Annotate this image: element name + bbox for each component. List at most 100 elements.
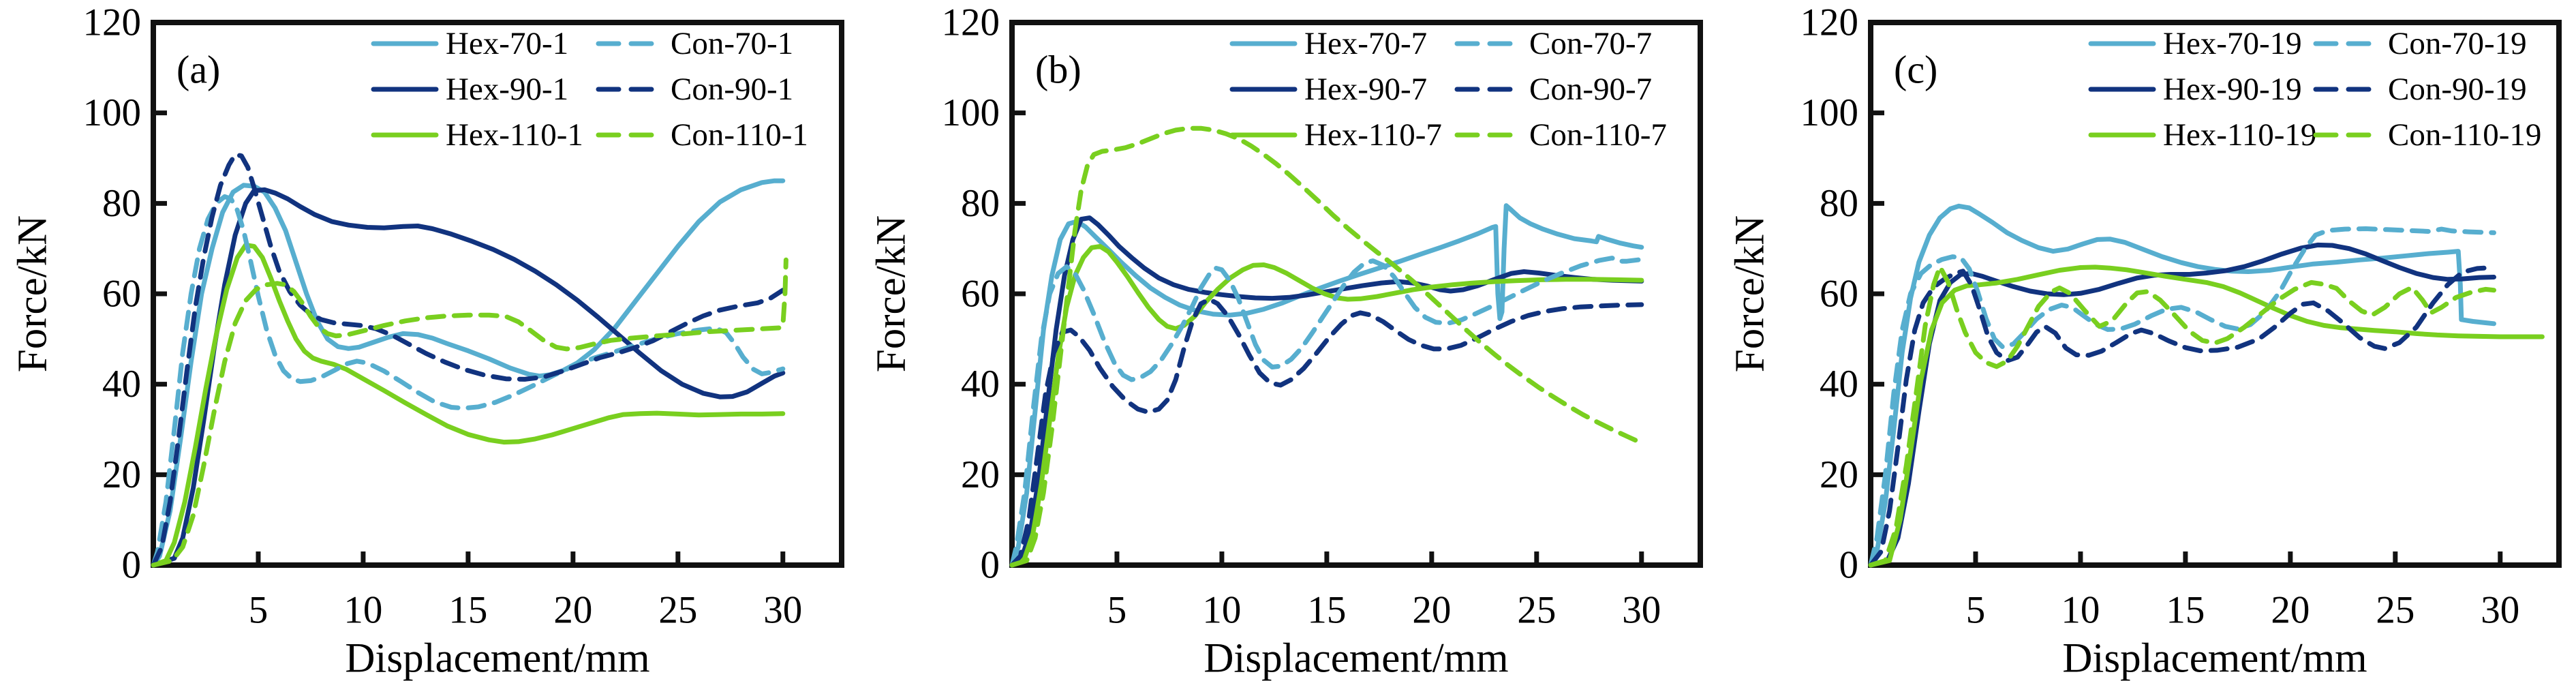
legend-item-con-110-7: Con-110-7 <box>1454 117 1667 153</box>
legend-item-hex-90-19: Hex-90-19 <box>2088 72 2302 107</box>
series-con-90-7-line <box>1009 297 1644 568</box>
legend-item-con-110-1: Con-110-1 <box>596 117 808 153</box>
legend-label: Hex-110-7 <box>1304 117 1442 153</box>
legend-item-hex-90-7: Hex-90-7 <box>1229 72 1427 107</box>
x-tick-label: 20 <box>553 589 592 632</box>
panel-b: 5 10 15 20 25 30 0 20 40 60 80 100 120 Displacement/m… <box>859 0 1717 681</box>
x-tick-label: 30 <box>763 589 802 632</box>
legend-item-con-90-19: Con-90-19 <box>2313 72 2527 107</box>
legend-item-con-90-1: Con-90-1 <box>596 72 793 107</box>
y-tick-label: 100 <box>942 91 1000 134</box>
legend-label: Hex-70-19 <box>2163 26 2302 61</box>
y-tick-label: 120 <box>1800 1 1859 44</box>
legend-item-con-110-19: Con-110-19 <box>2313 117 2541 153</box>
legend-label: Con-110-7 <box>1529 117 1667 153</box>
series-hex-90-7-line <box>1009 215 1644 568</box>
x-tick-label: 25 <box>1517 589 1556 632</box>
y-tick-label: 20 <box>961 453 1000 496</box>
legend-label: Con-70-1 <box>671 26 793 61</box>
x-tick-label: 10 <box>343 589 382 632</box>
y-tick-label: 80 <box>961 182 1000 225</box>
x-tick-label: 10 <box>1202 589 1241 632</box>
legend-label: Hex-110-1 <box>446 117 583 153</box>
legend-label: Con-70-19 <box>2388 26 2527 61</box>
x-tick-label: 10 <box>2061 589 2100 632</box>
series-hex-70-7-line <box>1009 203 1644 568</box>
legend-label: Con-70-7 <box>1529 26 1652 61</box>
chart-panel-c: 5 10 15 20 25 30 0 20 40 60 80 100 120 Displacement/m… <box>1728 1 2562 681</box>
panel-c: 5 10 15 20 25 30 0 20 40 60 80 100 120 Displacement/m… <box>1717 0 2576 681</box>
y-tick-label: 60 <box>102 273 141 316</box>
legend-label: Con-110-1 <box>671 117 808 153</box>
legend-item-hex-110-1: Hex-110-1 <box>371 117 583 153</box>
chart-panel-b: 5 10 15 20 25 30 0 20 40 60 80 100 120 Displacement/m… <box>869 1 1703 681</box>
series-hex-70-19-line <box>1868 203 2496 568</box>
legend-item-con-70-19: Con-70-19 <box>2313 26 2527 61</box>
x-axis-title: Displacement/mm <box>2062 636 2367 681</box>
series-hex-110-7-line <box>1009 243 1644 568</box>
legend-label: Hex-70-1 <box>446 26 568 61</box>
x-tick-label: 30 <box>1622 589 1661 632</box>
panel-letter: (c) <box>1894 48 1937 92</box>
y-tick-label: 60 <box>1820 273 1858 316</box>
legend-item-con-70-1: Con-70-1 <box>596 26 793 61</box>
legend-label: Hex-90-19 <box>2163 72 2302 107</box>
y-tick-label: 0 <box>1839 544 1859 587</box>
y-axis-title: Force/kN <box>10 215 56 372</box>
x-axis-title: Displacement/mm <box>345 636 649 681</box>
x-tick-label: 25 <box>2376 589 2414 632</box>
series-hex-110-19-line <box>1868 264 2545 568</box>
legend-label: Hex-90-1 <box>446 72 568 107</box>
chart-panel-a: 5 10 15 20 25 30 0 20 40 60 80 100 120 Displacement/m… <box>10 1 844 681</box>
legend-label: Con-90-19 <box>2388 72 2527 107</box>
legend-label: Con-90-1 <box>671 72 793 107</box>
series-con-70-7-line <box>1009 256 1644 568</box>
legend-item-hex-70-7: Hex-70-7 <box>1229 26 1427 61</box>
legend-item-hex-70-1: Hex-70-1 <box>371 26 568 61</box>
x-tick-label: 15 <box>1307 589 1346 632</box>
x-tick-label: 5 <box>1966 589 1986 632</box>
y-tick-label: 20 <box>102 453 141 496</box>
series-con-90-1-line <box>151 152 786 568</box>
x-tick-label: 15 <box>448 589 487 632</box>
x-tick-label: 20 <box>1412 589 1451 632</box>
y-tick-label: 40 <box>961 363 1000 406</box>
legend-label: Hex-90-7 <box>1304 72 1427 107</box>
y-tick-label: 40 <box>102 363 141 406</box>
legend-label: Con-90-7 <box>1529 72 1652 107</box>
series-con-110-7-line <box>1009 125 1644 568</box>
y-axis-title: Force/kN <box>1728 215 1773 372</box>
series-con-70-19-line <box>1868 226 2496 568</box>
y-axis-title: Force/kN <box>869 215 915 372</box>
x-tick-label: 15 <box>2166 589 2205 632</box>
y-tick-label: 40 <box>1820 363 1858 406</box>
series-hex-110-1-line <box>151 242 786 568</box>
y-tick-label: 60 <box>961 273 1000 316</box>
y-tick-label: 20 <box>1820 453 1858 496</box>
x-tick-label: 25 <box>658 589 697 632</box>
panel-letter: (b) <box>1035 48 1082 92</box>
series-hex-90-1-line <box>151 187 786 568</box>
legend-item-con-70-7: Con-70-7 <box>1454 26 1652 61</box>
panel-a: 5 10 15 20 25 30 0 20 40 60 80 100 120 Displacement/m… <box>0 0 859 681</box>
y-tick-label: 80 <box>1820 182 1858 225</box>
legend-item-hex-90-1: Hex-90-1 <box>371 72 568 107</box>
x-tick-label: 20 <box>2271 589 2310 632</box>
legend-label: Hex-110-19 <box>2163 117 2316 153</box>
y-tick-label: 120 <box>83 1 142 44</box>
y-tick-label: 0 <box>122 544 142 587</box>
x-tick-label: 5 <box>249 589 269 632</box>
legend-label: Con-110-19 <box>2388 117 2541 153</box>
series-con-70-1-line <box>151 194 786 568</box>
legend-item-hex-70-19: Hex-70-19 <box>2088 26 2302 61</box>
legend-item-con-90-7: Con-90-7 <box>1454 72 1652 107</box>
y-tick-label: 100 <box>1800 91 1859 134</box>
series-con-110-1-line <box>151 257 788 568</box>
legend-label: Hex-70-7 <box>1304 26 1427 61</box>
series-con-110-19-line <box>1868 264 2496 568</box>
y-tick-label: 120 <box>942 1 1000 44</box>
x-tick-label: 5 <box>1107 589 1127 632</box>
y-tick-label: 100 <box>83 91 142 134</box>
series-con-90-19-line <box>1868 265 2494 568</box>
